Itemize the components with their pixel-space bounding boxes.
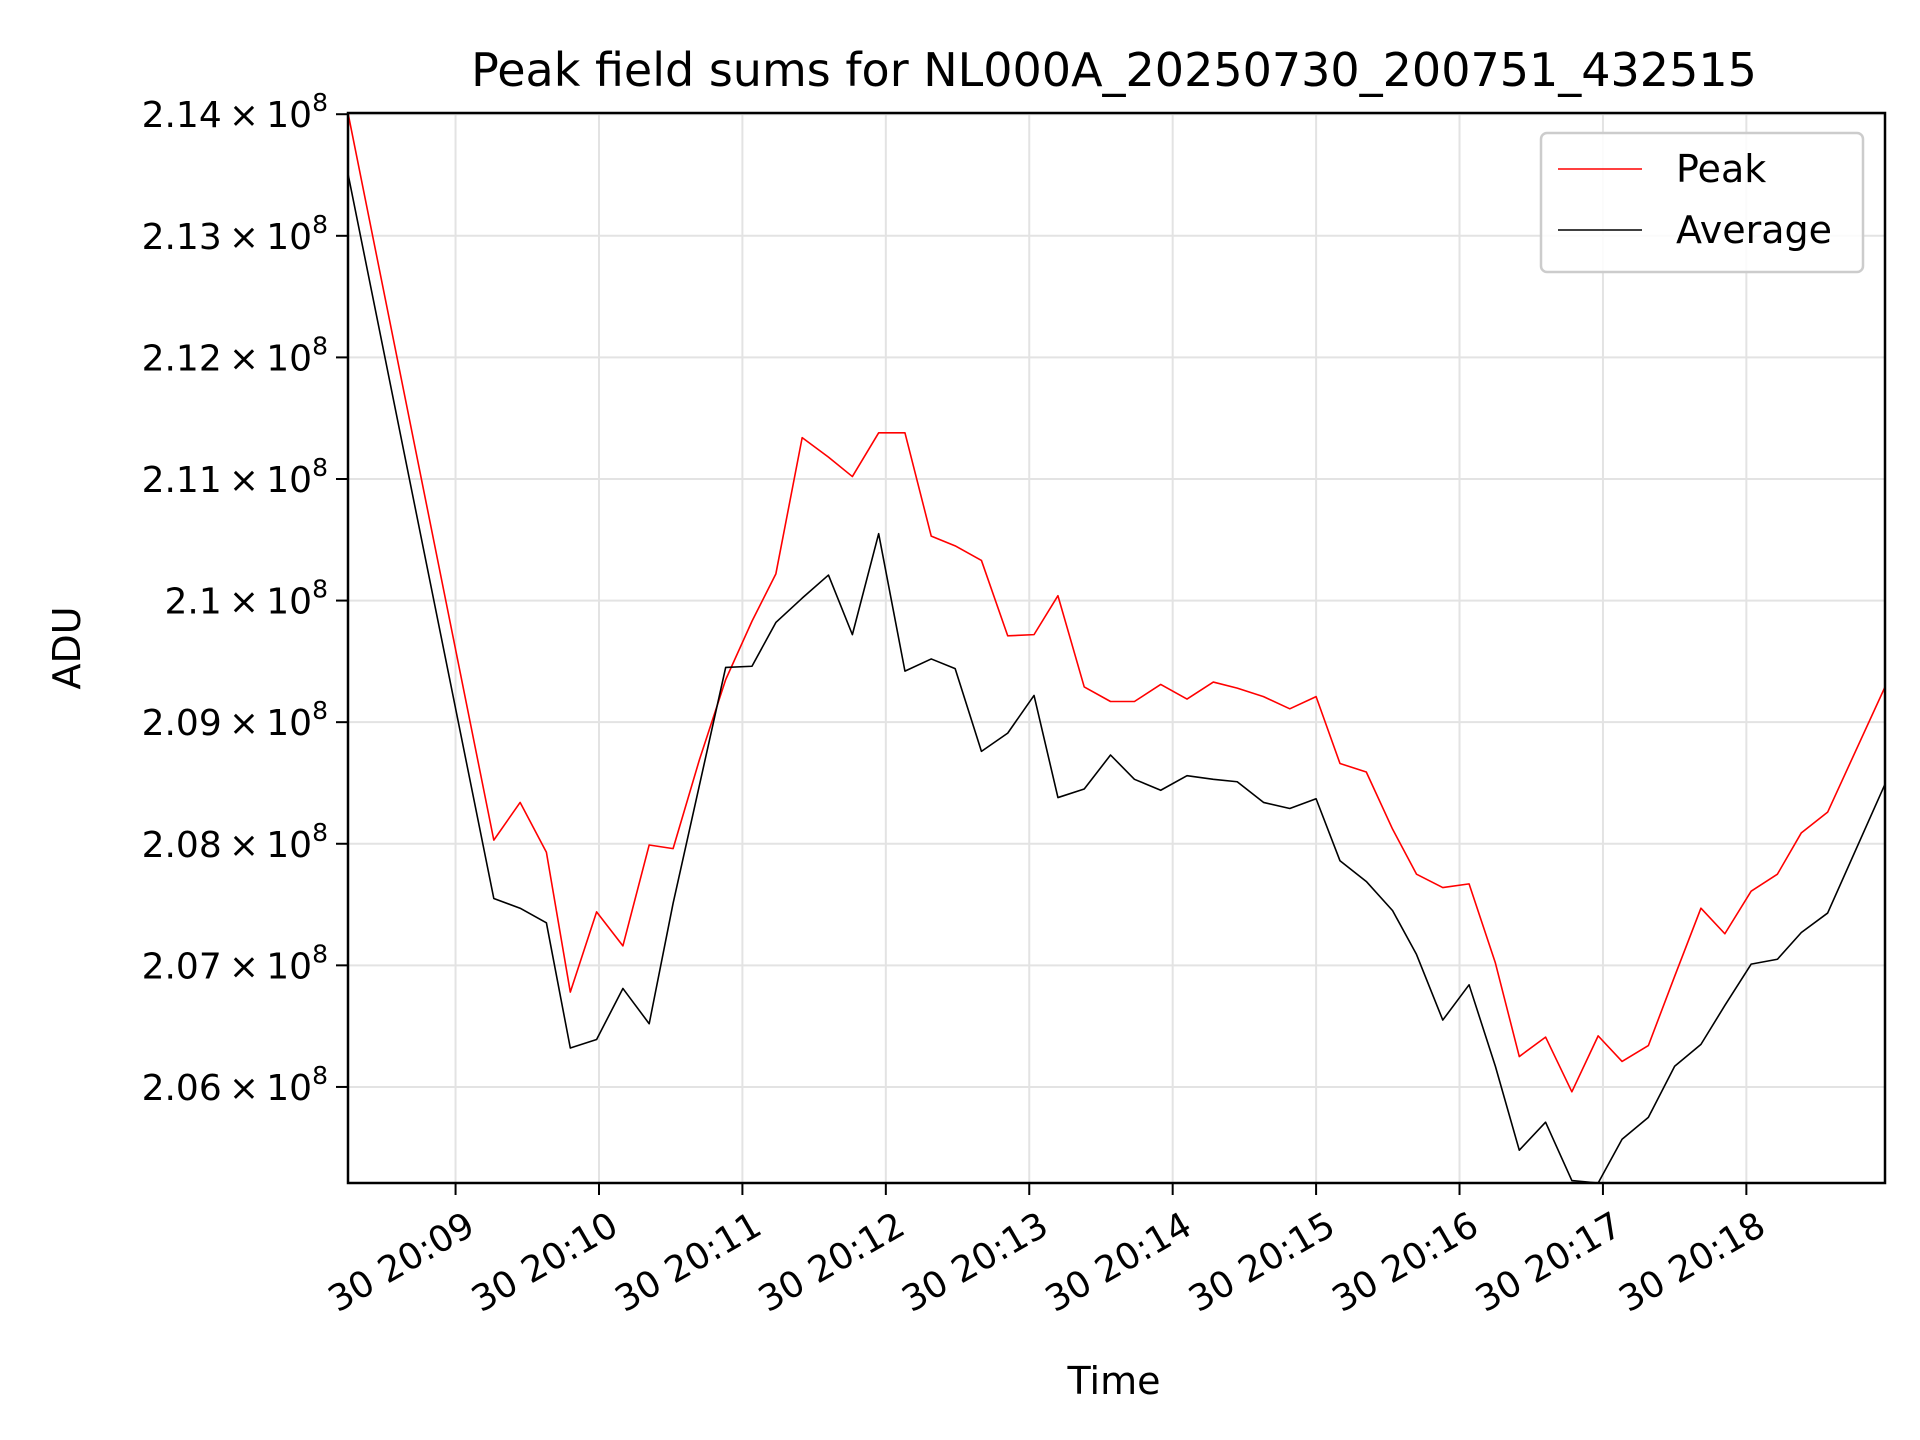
plot-frame: [346, 111, 1887, 1185]
chart-title: Peak field sums for NL000A_20250730_2007…: [471, 43, 1757, 97]
legend-average-label: Average: [1676, 208, 1832, 252]
legend-box: [1539, 131, 1865, 274]
y-tick-label: 2.08 × 108: [142, 818, 328, 866]
x-axis-title: Time: [1067, 1359, 1161, 1403]
legend: Peak Average: [1539, 131, 1865, 274]
series-lines: [348, 113, 1885, 1183]
y-axis-ticks: 2.06 × 108 2.07 × 108 2.08 × 108 2.09 × 108…: [142, 88, 348, 1109]
y-tick-label: 2.13 × 108: [142, 210, 328, 258]
y-tick-label: 2.06 × 108: [142, 1061, 328, 1109]
legend-peak-label: Peak: [1676, 147, 1766, 191]
y-tick-label: 2.07 × 108: [142, 939, 328, 987]
series-line-peak: [348, 113, 1885, 1093]
y-tick-label: 2.14 × 108: [142, 88, 328, 136]
y-axis-title: ADU: [45, 606, 89, 689]
y-tick-label: 2.11 × 108: [142, 453, 328, 501]
y-tick-label: 2.1 × 108: [164, 575, 328, 623]
y-tick-label: 2.12 × 108: [142, 331, 328, 379]
series-line-average: [348, 173, 1885, 1183]
y-tick-label: 2.09 × 108: [142, 696, 328, 744]
